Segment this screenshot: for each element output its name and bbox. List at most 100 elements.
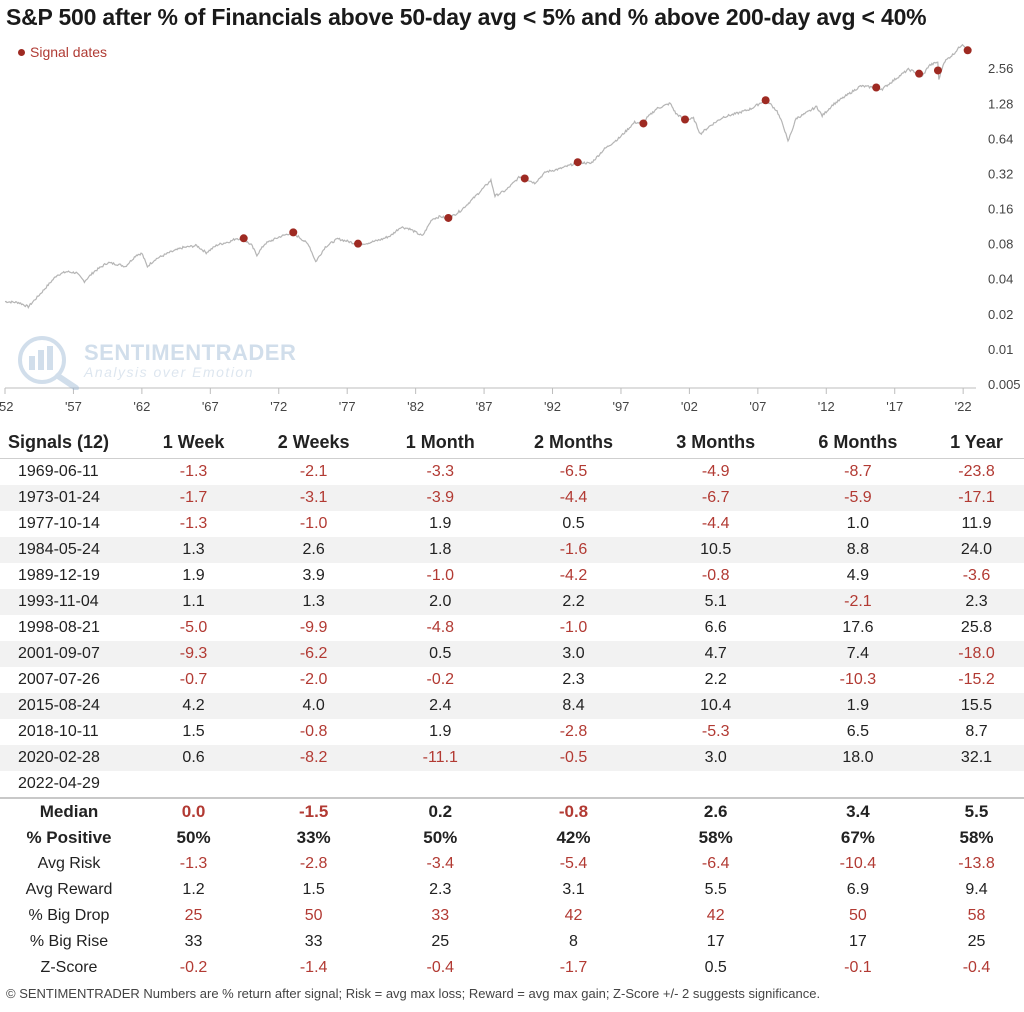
header-period: 2 Weeks	[249, 426, 379, 459]
return-cell: 2.3	[562, 671, 585, 688]
return-cell: 1.9	[786, 693, 929, 719]
x-tick-label: '82	[407, 399, 424, 414]
summary-cell: -5.4	[559, 855, 588, 872]
x-tick-label: '52	[0, 399, 13, 414]
summary-cell: 42	[706, 907, 725, 924]
watermark: SENTIMENTRADER Analysis over Emotion	[14, 334, 296, 395]
summary-cell: 17	[706, 933, 725, 950]
x-tick-label: '92	[544, 399, 561, 414]
summary-cell: -0.1	[844, 959, 872, 976]
return-cell: -4.9	[701, 463, 730, 480]
summary-row: Z-Score -0.2 -1.4 -0.4 -1.7 0.5 -0.1 -0.4	[0, 955, 1024, 981]
return-cell: -6.7	[644, 485, 787, 511]
chart-area: '52 '57 '62 '67 '72 '77 '82 '87 '92 '97 '02 '07 '12 '…	[0, 0, 1024, 425]
return-cell: 2.4	[378, 693, 503, 719]
summary-cell: 42	[564, 907, 583, 924]
return-cell: 11.9	[961, 515, 992, 532]
table-row: 1969-06-11 -1.3 -2.1 -3.3 -6.5 -4.9 -8.7 -23.8	[0, 459, 1024, 486]
table-header-row: Signals (12) 1 Week 2 Weeks 1 Month 2 Months…	[0, 426, 1024, 459]
header-period: 1 Week	[138, 426, 250, 459]
summary-cell: -1.4	[299, 959, 328, 976]
table-row: 1977-10-14 -1.3 -1.0 1.9 0.5 -4.4 1.0 11.9	[0, 511, 1024, 537]
return-cell: 1.3	[249, 589, 379, 615]
return-cell: -17.1	[929, 485, 1024, 511]
signal-date: 2020-02-28	[0, 745, 138, 771]
return-cell: 3.0	[502, 641, 645, 667]
return-cell	[645, 771, 787, 798]
summary-cell: -1.5	[249, 797, 379, 825]
summary-cell: 6.9	[846, 881, 870, 898]
header-period: 2 Months	[502, 426, 645, 459]
return-cell: -6.5	[559, 463, 588, 480]
x-tick-label: '22	[955, 399, 972, 414]
signal-dot	[933, 66, 942, 75]
summary-cell: -1.7	[559, 959, 588, 976]
y-tick-label: 0.64	[988, 131, 1013, 146]
signal-date: 2015-08-24	[0, 693, 138, 719]
return-cell: -2.8	[559, 723, 588, 740]
signal-rows: 1969-06-11 -1.3 -2.1 -3.3 -6.5 -4.9 -8.7 -23.8 1…	[0, 459, 1024, 799]
return-cell: 32.1	[929, 745, 1024, 771]
summary-cell: 50	[849, 907, 867, 924]
x-tick-label: '12	[818, 399, 835, 414]
return-cell: -2.1	[786, 589, 929, 615]
return-cell: -1.7	[138, 485, 250, 511]
return-cell: -0.7	[179, 671, 208, 688]
return-cell	[929, 771, 1024, 798]
return-cell: 1.1	[138, 589, 250, 615]
y-tick-label: 0.02	[988, 307, 1013, 322]
x-tick-label: '72	[270, 399, 287, 414]
summary-label: % Big Rise	[29, 933, 109, 950]
return-cell: 2.0	[378, 589, 503, 615]
summary-cell: -0.4	[962, 959, 991, 976]
summary-cell: -2.8	[299, 855, 328, 872]
return-cell	[138, 771, 249, 798]
return-cell: -1.0	[426, 567, 455, 584]
signal-dot	[520, 174, 529, 183]
return-cell: -3.9	[378, 485, 503, 511]
footnote: © SENTIMENTRADER Numbers are % return af…	[6, 986, 821, 1001]
return-cell: -2.0	[299, 671, 328, 688]
summary-row: % Big Rise 33 33 25 8 17 17 25	[0, 929, 1024, 955]
table-row: 1973-01-24 -1.7 -3.1 -3.9 -4.4 -6.7 -5.9 -17.1	[0, 485, 1024, 511]
return-cell	[502, 771, 644, 798]
header-period: 3 Months	[644, 426, 787, 459]
summary-cell: 3.4	[786, 797, 929, 825]
return-cell: 10.4	[644, 693, 787, 719]
y-tick-label: 2.56	[988, 61, 1013, 76]
return-cell: -10.3	[839, 671, 877, 688]
x-tick-label: '77	[339, 399, 356, 414]
return-cell: 4.9	[846, 567, 870, 584]
return-cell: 6.5	[846, 723, 870, 740]
summary-cell: 17	[849, 933, 867, 950]
return-cell: -1.3	[179, 463, 208, 480]
watermark-logo-icon	[18, 336, 79, 391]
x-tick-label: '62	[133, 399, 150, 414]
summary-cell: -10.4	[839, 855, 877, 872]
table-row: 1993-11-04 1.1 1.3 2.0 2.2 5.1 -2.1 2.3	[0, 589, 1024, 615]
table-row: 2022-04-29	[0, 771, 1024, 798]
summary-cell: 3.1	[562, 881, 585, 898]
return-cell: 15.5	[929, 693, 1024, 719]
summary-row: Avg Reward 1.2 1.5 2.3 3.1 5.5 6.9 9.4	[0, 877, 1024, 903]
table-row: 1998-08-21 -5.0 -9.9 -4.8 -1.0 6.6 17.6 25.8	[0, 615, 1024, 641]
summary-row: Median 0.0 -1.5 0.2 -0.8 2.6 3.4 5.5	[0, 797, 1024, 825]
return-cell	[378, 771, 502, 798]
summary-cell: 2.3	[429, 881, 452, 898]
return-cell: -1.0	[299, 515, 328, 532]
return-cell: 2.2	[704, 671, 727, 688]
summary-label: % Positive	[26, 828, 112, 847]
return-cell: -23.8	[958, 463, 995, 480]
signal-date: 2001-09-07	[0, 641, 138, 667]
return-cell: 1.9	[429, 515, 452, 532]
signal-dot	[354, 239, 363, 248]
signal-dot	[872, 83, 881, 92]
signal-date: 2007-07-26	[18, 671, 100, 688]
return-cell: 24.0	[929, 537, 1024, 563]
return-cell: -3.1	[249, 485, 379, 511]
return-cell: -0.8	[299, 723, 328, 740]
summary-cell: -0.8	[502, 797, 645, 825]
x-tick-label: '67	[202, 399, 219, 414]
return-cell: 10.5	[644, 537, 787, 563]
return-cell	[249, 771, 378, 798]
